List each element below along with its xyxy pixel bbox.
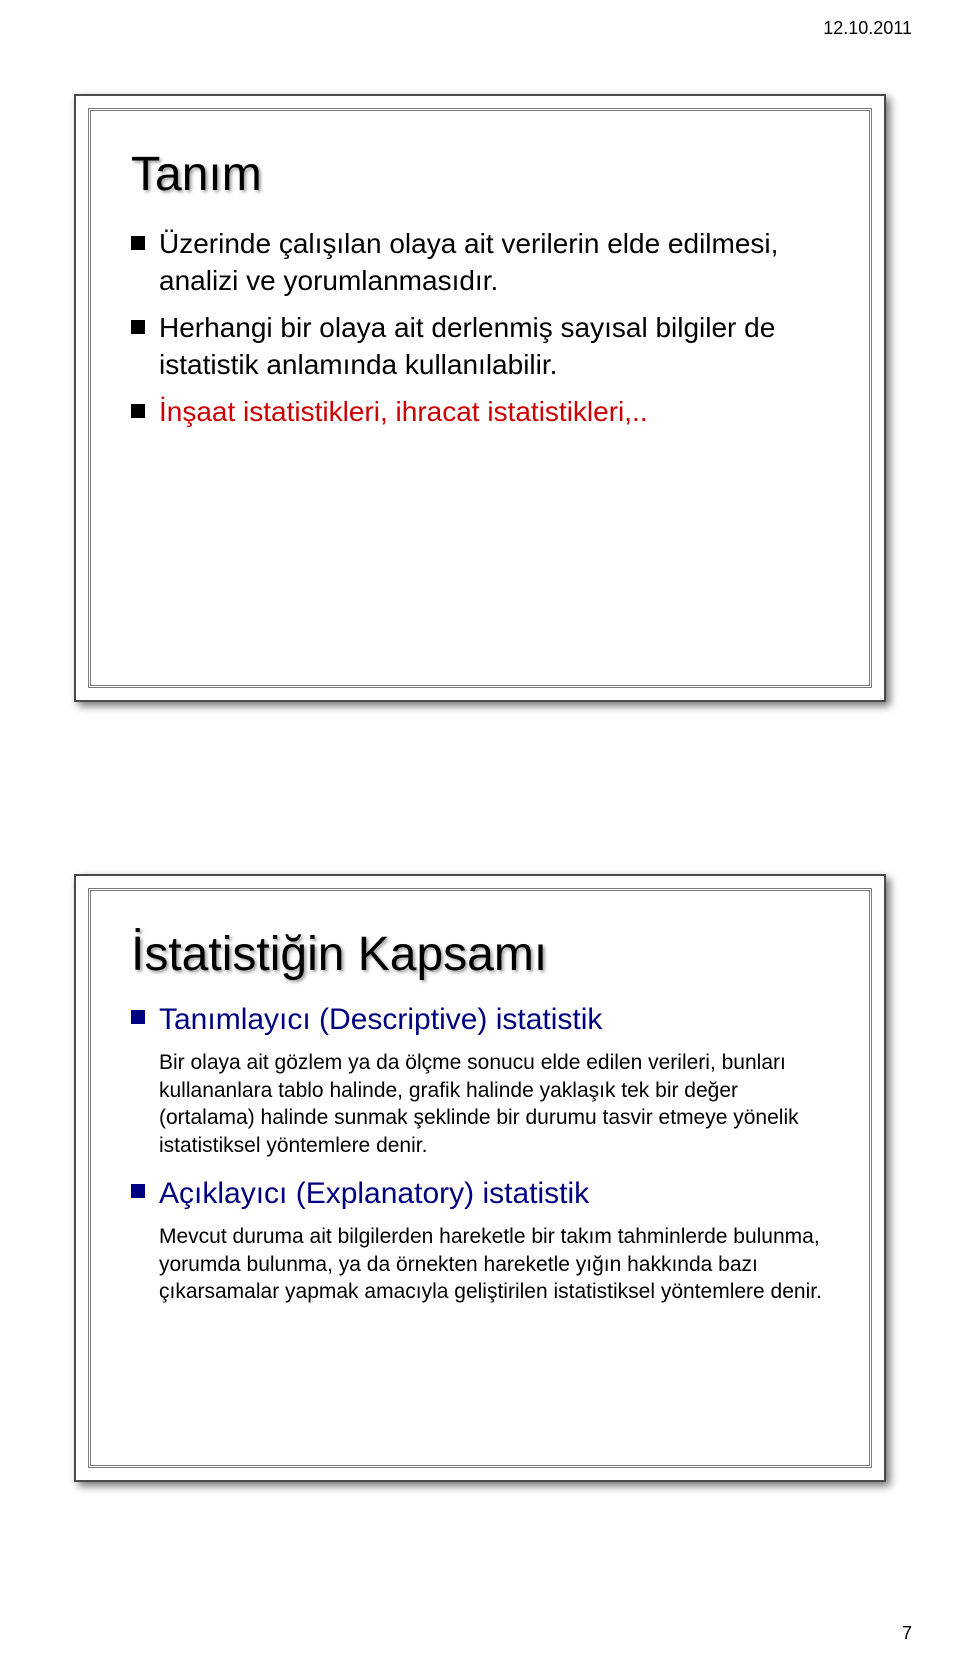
- square-bullet-icon: [131, 1010, 145, 1024]
- bullet-text: Üzerinde çalışılan olaya ait verilerin e…: [159, 226, 829, 300]
- subsection-heading: Tanımlayıcı (Descriptive) istatistik: [159, 1000, 602, 1039]
- subsection-body: Bir olaya ait gözlem ya da ölçme sonucu …: [159, 1049, 829, 1160]
- slide-2: İstatistiğin Kapsamı Tanımlayıcı (Descri…: [74, 874, 886, 1482]
- header-date: 12.10.2011: [823, 18, 912, 39]
- slide-2-title: İstatistiğin Kapsamı: [131, 927, 829, 982]
- bullet-row: İnşaat istatistikleri, ihracat istatisti…: [131, 394, 829, 431]
- bullet-text: Herhangi bir olaya ait derlenmiş sayısal…: [159, 310, 829, 384]
- subsection-body: Mevcut duruma ait bilgilerden hareketle …: [159, 1223, 829, 1306]
- bullet-row: Üzerinde çalışılan olaya ait verilerin e…: [131, 226, 829, 300]
- square-bullet-icon: [131, 320, 145, 334]
- page-number: 7: [902, 1623, 912, 1644]
- square-bullet-icon: [131, 236, 145, 250]
- subsection-row: Tanımlayıcı (Descriptive) istatistik: [131, 1000, 829, 1039]
- subsection-heading: Açıklayıcı (Explanatory) istatistik: [159, 1174, 589, 1213]
- slide-2-inner: İstatistiğin Kapsamı Tanımlayıcı (Descri…: [88, 888, 872, 1468]
- slide-1: Tanım Üzerinde çalışılan olaya ait veril…: [74, 94, 886, 702]
- subsection-row: Açıklayıcı (Explanatory) istatistik: [131, 1174, 829, 1213]
- bullet-text-emphasis: İnşaat istatistikleri, ihracat istatisti…: [159, 394, 648, 431]
- bullet-row: Herhangi bir olaya ait derlenmiş sayısal…: [131, 310, 829, 384]
- square-bullet-icon: [131, 1184, 145, 1198]
- slide-1-title: Tanım: [131, 147, 829, 202]
- square-bullet-icon: [131, 404, 145, 418]
- slide-1-inner: Tanım Üzerinde çalışılan olaya ait veril…: [88, 108, 872, 688]
